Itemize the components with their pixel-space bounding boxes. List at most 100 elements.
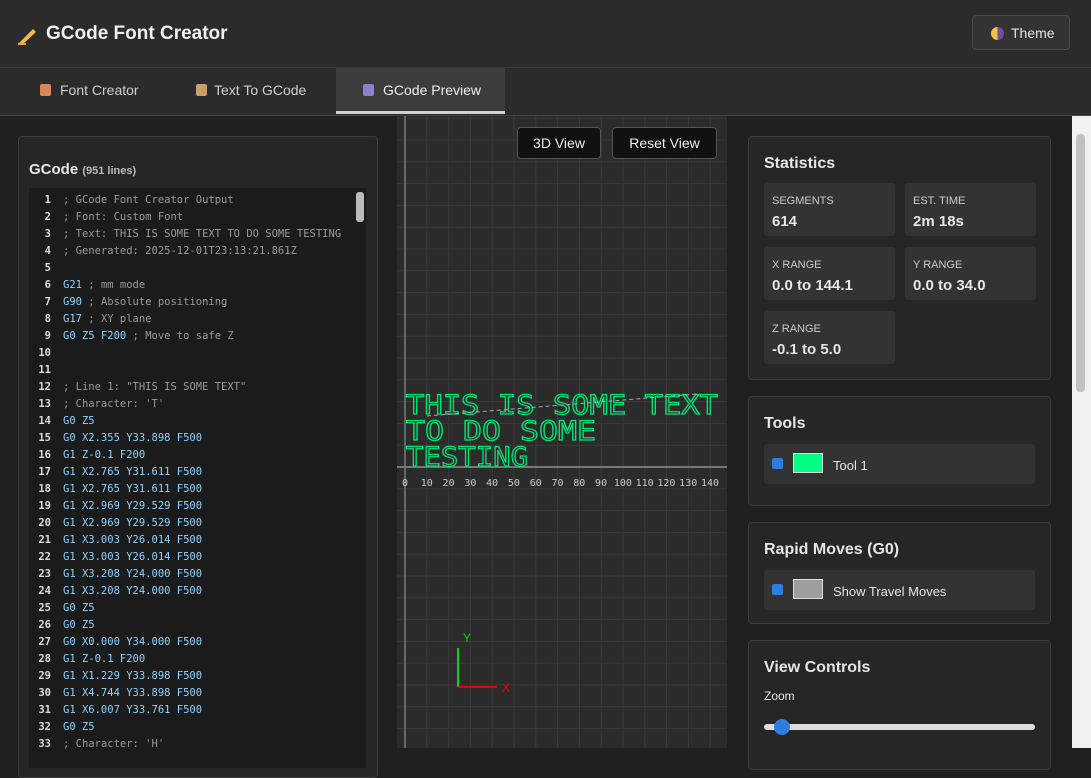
tab[interactable]: GCode Preview (336, 68, 505, 114)
ruler-tick-label: 110 (636, 478, 654, 489)
color-swatch[interactable] (793, 579, 823, 599)
line-number: 14 (38, 415, 51, 427)
checkbox[interactable] (772, 584, 783, 595)
stat-value: 2m 18s (913, 213, 964, 230)
line-number: 11 (38, 364, 51, 376)
code: G90 (63, 296, 82, 308)
line-source: G1 X3.208 Y24.000 F500 (63, 583, 202, 600)
theme-button[interactable]: Theme (972, 15, 1070, 50)
comment: ; Line 1: "THIS IS SOME TEXT" (63, 381, 247, 393)
line-source: G1 X4.744 Y33.898 F500 (63, 685, 202, 702)
stat-label: EST. TIME (913, 195, 966, 207)
code-line: 22 G1 X3.003 Y26.014 F500 (29, 549, 366, 566)
code: G1 X4.744 Y33.898 F500 (63, 687, 203, 699)
line-number: 10 (38, 347, 51, 359)
code: G1 X2.969 Y29.529 F500 (63, 500, 203, 512)
line-number: 19 (38, 500, 51, 512)
line-source: G90 ; Absolute positioning (63, 294, 227, 311)
ruler-tick-label: 100 (614, 478, 632, 489)
line-source: G1 X1.229 Y33.898 F500 (63, 668, 202, 685)
code: G1 X3.208 Y24.000 F500 (63, 585, 203, 597)
comment: ; XY plane (88, 313, 152, 325)
line-number: 1 (44, 194, 51, 206)
code: G1 X3.003 Y26.014 F500 (63, 534, 203, 546)
code: G0 X0.000 Y34.000 F500 (63, 636, 203, 648)
stat-value: 0.0 to 144.1 (772, 277, 853, 294)
color-swatch[interactable] (793, 453, 823, 473)
zoom-slider[interactable] (764, 719, 1035, 735)
line-number: 7 (44, 296, 51, 308)
ruler-tick-label: 120 (657, 478, 675, 489)
line-number: 15 (38, 432, 51, 444)
stat-label: Z RANGE (772, 323, 821, 335)
code: G1 Z-0.1 F200 (63, 449, 146, 461)
code: G1 X1.229 Y33.898 F500 (63, 670, 203, 682)
tab[interactable]: Font Creator (0, 68, 145, 114)
preview-canvas[interactable]: 0 10 20 30 40 50 60 70 80 90 100 110 120 130 140 THIS I… (397, 116, 727, 748)
line-source: G1 X2.765 Y31.611 F500 (63, 464, 202, 481)
line-source: G1 Z-0.1 F200 (63, 447, 145, 464)
stat-label: SEGMENTS (772, 195, 834, 207)
code-line: 14 G0 Z5 (29, 413, 366, 430)
line-number: 16 (38, 449, 51, 461)
gcode-heading: GCode (29, 161, 79, 178)
checkbox[interactable] (772, 458, 783, 469)
line-source: G0 Z5 F200 ; Move to safe Z (63, 328, 234, 345)
comment: ; Text: THIS IS SOME TEXT TO DO SOME TES… (63, 228, 342, 240)
stat-label: X RANGE (772, 259, 822, 271)
theme-label: Theme (1011, 25, 1055, 41)
code-line: 25 G0 Z5 (29, 600, 366, 617)
line-source: G1 X2.969 Y29.529 F500 (63, 515, 202, 532)
line-number: 13 (38, 398, 51, 410)
line-number: 17 (38, 466, 51, 478)
ruler-tick-label: 10 (421, 478, 433, 489)
gizmo-y-label: Y (463, 631, 471, 645)
line-source: G1 X2.969 Y29.529 F500 (63, 498, 202, 515)
line-number: 4 (44, 245, 51, 257)
line-source: ; Generated: 2025-12-01T23:13:21.861Z (63, 243, 297, 260)
travel-row: Show Travel Moves (764, 570, 1035, 610)
tab[interactable]: Text To GCode (176, 68, 328, 114)
code: G1 X2.969 Y29.529 F500 (63, 517, 203, 529)
ruler-tick-label: 140 (701, 478, 719, 489)
code-line: 10 (29, 345, 366, 362)
code-line: 2 ; Font: Custom Font (29, 209, 366, 226)
code-line: 1 ; GCode Font Creator Output (29, 192, 366, 209)
preview-text: TESTING (406, 442, 528, 473)
travel-label: Show Travel Moves (833, 584, 947, 599)
line-source: G1 Z-0.1 F200 (63, 651, 145, 668)
code-line: 18 G1 X2.765 Y31.611 F500 (29, 481, 366, 498)
code: G1 X6.007 Y33.761 F500 (63, 704, 203, 716)
line-number: 29 (38, 670, 51, 682)
ruler-tick-label: 130 (679, 478, 697, 489)
code-line: 21 G1 X3.003 Y26.014 F500 (29, 532, 366, 549)
line-number: 9 (44, 330, 51, 342)
ruler-tick-label: 0 (402, 478, 408, 489)
view-button[interactable]: 3D View (517, 127, 601, 159)
code: G17 (63, 313, 82, 325)
comment: ; Absolute positioning (88, 296, 228, 308)
code: G21 (63, 279, 82, 291)
page-scrollbar[interactable] (1072, 116, 1091, 748)
line-number: 27 (38, 636, 51, 648)
gizmo-x-label: X (502, 681, 510, 695)
line-number: 21 (38, 534, 51, 546)
line-source: ; Character: 'H' (63, 736, 164, 753)
stat-value: 0.0 to 34.0 (913, 277, 986, 294)
line-source: G0 Z5 (63, 600, 95, 617)
stat-card: EST. TIME 2m 18s (905, 183, 1036, 236)
code-line: 3 ; Text: THIS IS SOME TEXT TO DO SOME TE… (29, 226, 366, 243)
line-number: 22 (38, 551, 51, 563)
line-number: 6 (44, 279, 51, 291)
code-line: 6 G21 ; mm mode (29, 277, 366, 294)
code-line: 26 G0 Z5 (29, 617, 366, 634)
line-source: G0 Z5 (63, 719, 95, 736)
line-source: G21 ; mm mode (63, 277, 145, 294)
code: G1 X2.765 Y31.611 F500 (63, 483, 203, 495)
stat-card: Y RANGE 0.0 to 34.0 (905, 247, 1036, 300)
ruler-tick-label: 90 (595, 478, 607, 489)
view-button[interactable]: Reset View (612, 127, 717, 159)
panel-title: Statistics (764, 155, 836, 172)
ruler-tick-label: 60 (530, 478, 542, 489)
code: G0 Z5 (63, 415, 95, 427)
